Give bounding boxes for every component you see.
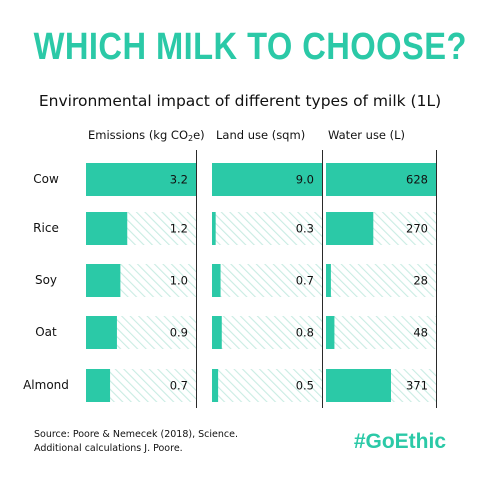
bar-water-use-cow — [326, 163, 436, 196]
bar-emissions-soy — [86, 264, 121, 297]
value-label-water-use-rice: 270 — [406, 222, 428, 236]
row-label-rice: Rice — [33, 220, 59, 235]
chart-subtitle: Environmental impact of different types … — [38, 92, 442, 110]
value-label-land-use-oat: 0.8 — [296, 326, 314, 340]
value-label-emissions-oat: 0.9 — [170, 326, 188, 340]
bar-emissions-almond — [86, 369, 111, 402]
bar-water-use-oat — [326, 316, 335, 349]
bar-water-use-almond — [326, 369, 391, 402]
value-label-water-use-soy: 28 — [413, 274, 428, 288]
row-label-almond: Almond — [23, 377, 69, 392]
bar-track-water-use-soy — [326, 264, 436, 297]
brand-hashtag: #GoEthic — [353, 430, 446, 453]
row-label-soy: Soy — [34, 272, 58, 287]
value-label-land-use-almond: 0.5 — [296, 379, 314, 393]
bar-track-land-use-oat — [212, 316, 322, 349]
row-label-cow: Cow — [33, 171, 59, 186]
column-header-water-use: Water use (L) — [328, 128, 406, 142]
bar-land-use-almond — [212, 369, 219, 402]
bar-emissions-cow — [86, 163, 196, 196]
bar-track-land-use-rice — [212, 212, 322, 245]
row-label-oat: Oat — [35, 324, 57, 339]
column-header-emissions: Emissions (kg CO2e) — [88, 128, 205, 143]
value-label-emissions-soy: 1.0 — [170, 274, 188, 288]
value-label-water-use-almond: 371 — [406, 379, 428, 393]
bar-track-land-use-soy — [212, 264, 322, 297]
bar-emissions-oat — [86, 316, 117, 349]
source-line-1: Source: Poore & Nemecek (2018), Science. — [34, 429, 238, 440]
bar-land-use-soy — [212, 264, 221, 297]
bar-water-use-soy — [326, 264, 331, 297]
value-label-emissions-rice: 1.2 — [170, 222, 188, 236]
column-header-land-use: Land use (sqm) — [216, 128, 306, 142]
bar-track-land-use-almond — [212, 369, 322, 402]
bar-land-use-cow — [212, 163, 322, 196]
bar-emissions-rice — [86, 212, 128, 245]
value-label-land-use-soy: 0.7 — [296, 274, 314, 288]
bar-track-water-use-oat — [326, 316, 436, 349]
value-label-water-use-cow: 628 — [406, 173, 428, 187]
source-line-2: Additional calculations J. Poore. — [34, 443, 183, 454]
bar-land-use-rice — [212, 212, 216, 245]
bar-water-use-rice — [326, 212, 374, 245]
value-label-emissions-almond: 0.7 — [170, 379, 188, 393]
value-label-land-use-cow: 9.0 — [296, 173, 314, 187]
source-note: Source: Poore & Nemecek (2018), Science.… — [34, 428, 238, 456]
page-title: WHICH MILK TO CHOOSE? — [33, 26, 467, 68]
bar-land-use-oat — [212, 316, 222, 349]
value-label-emissions-cow: 3.2 — [170, 173, 188, 187]
value-label-land-use-rice: 0.3 — [296, 222, 314, 236]
value-label-water-use-oat: 48 — [413, 326, 428, 340]
